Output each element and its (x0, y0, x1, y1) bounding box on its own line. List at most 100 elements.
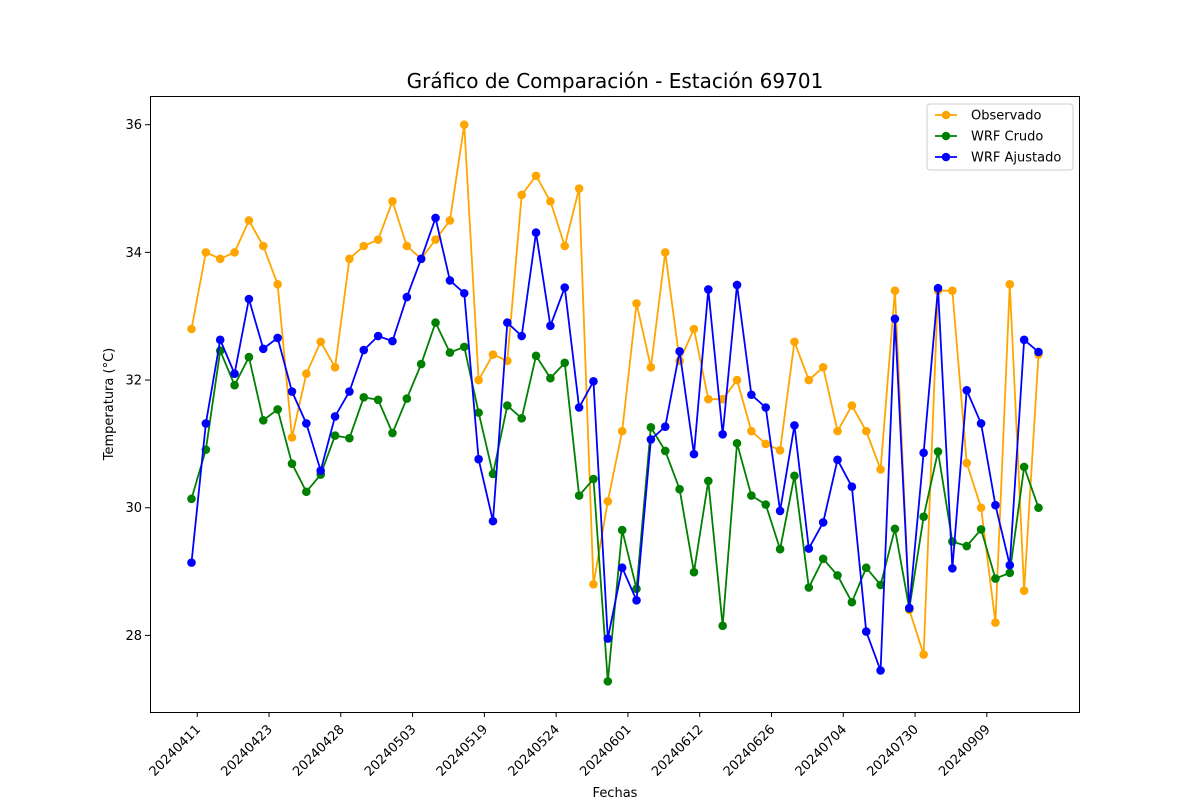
data-point (675, 484, 684, 494)
legend-label: WRF Crudo (971, 130, 1043, 145)
data-point (201, 419, 211, 428)
data-point (402, 292, 412, 302)
data-point (732, 375, 742, 385)
data-point (531, 228, 541, 237)
data-point (991, 574, 1000, 583)
data-point (962, 385, 972, 395)
data-point (804, 583, 814, 592)
y-tick-label: 28 (125, 629, 142, 644)
data-point (330, 363, 340, 372)
data-point (546, 321, 555, 331)
legend-swatch-marker (941, 152, 951, 162)
series-line (190, 214, 1040, 671)
data-point (187, 494, 196, 504)
data-point (919, 650, 928, 659)
data-point (574, 491, 584, 500)
data-point (287, 433, 297, 442)
data-point (603, 677, 613, 686)
data-point (833, 571, 842, 580)
data-point (474, 454, 483, 464)
data-point (790, 421, 799, 430)
data-point (316, 337, 326, 347)
data-point (861, 627, 871, 636)
data-point (359, 393, 369, 402)
data-point (646, 435, 656, 444)
data-point (632, 299, 641, 308)
data-point (431, 235, 440, 244)
data-point (488, 469, 498, 479)
data-point (445, 216, 455, 225)
data-point (1019, 462, 1029, 472)
data-point (201, 248, 211, 257)
data-point (517, 414, 526, 423)
data-point (861, 563, 871, 573)
data-point (273, 405, 282, 414)
data-point (388, 197, 397, 206)
data-point (804, 544, 814, 553)
data-point (761, 439, 771, 449)
legend-swatch-marker (941, 110, 951, 120)
y-axis: 28 30 32 34 36 (125, 118, 150, 644)
data-point (962, 458, 972, 468)
data-point (847, 597, 857, 607)
data-point (416, 359, 426, 369)
data-point (574, 403, 584, 412)
data-point (890, 286, 900, 295)
data-point (215, 254, 225, 264)
y-axis-label: Temperatura (°C) (102, 348, 117, 461)
data-point (531, 171, 541, 181)
data-point (976, 525, 986, 534)
data-point (689, 449, 699, 459)
data-point (316, 466, 326, 476)
data-point (244, 294, 254, 304)
data-point (704, 394, 713, 404)
data-point (876, 465, 885, 474)
data-point (919, 448, 928, 458)
data-point (503, 318, 512, 327)
data-point (560, 241, 570, 251)
data-point (273, 333, 282, 343)
data-point (761, 500, 771, 509)
data-point (230, 369, 239, 378)
data-point (230, 248, 239, 257)
y-tick-label: 36 (125, 118, 142, 133)
data-point (258, 241, 268, 251)
data-point (747, 426, 756, 436)
data-point (660, 422, 670, 431)
data-point (546, 373, 555, 383)
data-point (373, 331, 383, 341)
data-point (876, 666, 885, 675)
data-point (775, 544, 785, 554)
data-point (660, 446, 670, 456)
data-point (704, 476, 713, 486)
data-point (373, 235, 383, 244)
data-point (732, 280, 742, 290)
data-point (1005, 280, 1015, 289)
plot-area (187, 120, 1043, 686)
data-point (660, 248, 670, 257)
data-point (474, 375, 483, 385)
data-point (991, 618, 1000, 627)
legend-box (926, 103, 1074, 171)
data-point (330, 431, 340, 440)
data-point (345, 433, 354, 443)
data-point (747, 390, 756, 400)
data-point (919, 512, 928, 521)
x-axis-label: Fechas (593, 786, 638, 800)
data-point (818, 554, 828, 564)
legend: Observado WRF Crudo WRF Ajustado (926, 103, 1074, 171)
data-point (732, 438, 742, 448)
data-point (704, 285, 713, 294)
data-point (1034, 347, 1043, 357)
data-point (388, 336, 397, 346)
data-point (948, 564, 957, 573)
data-point (747, 491, 756, 500)
data-point (818, 518, 828, 527)
data-point (574, 184, 584, 193)
data-point (546, 197, 555, 206)
data-point (1005, 560, 1015, 570)
data-point (459, 342, 469, 352)
data-point (244, 352, 254, 362)
legend-swatch-marker (941, 131, 951, 141)
